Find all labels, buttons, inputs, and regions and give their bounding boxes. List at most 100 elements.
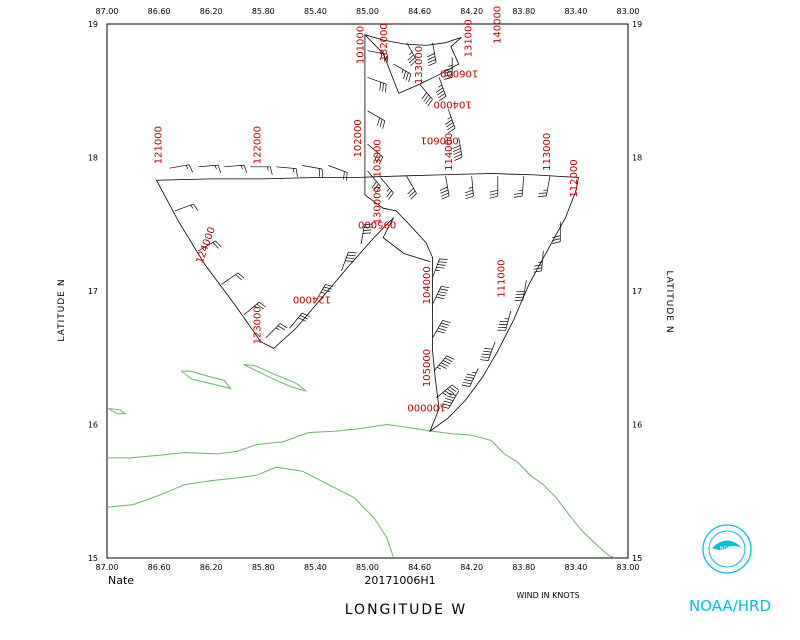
lon-tick-bottom: 83.00 — [617, 563, 640, 572]
noaa-logo-text: NOAA — [720, 546, 735, 552]
y-axis-title-left: LATITUDE N — [57, 278, 67, 341]
wind-barb — [538, 176, 551, 197]
wind-barb — [533, 250, 544, 273]
wind-barb — [302, 165, 324, 178]
wind-barb — [198, 240, 222, 252]
wind-barb — [367, 110, 386, 129]
wind-barb — [433, 355, 455, 372]
lon-tick-bottom: 83.80 — [512, 563, 535, 572]
time-label: 113000 — [542, 133, 553, 171]
lat-tick-right: 19 — [632, 20, 642, 29]
wind-barb — [406, 42, 417, 66]
inland-border — [106, 466, 395, 559]
time-label: 133000 — [414, 46, 425, 84]
lon-tick-bottom: 86.60 — [148, 563, 171, 572]
lon-tick-top: 83.80 — [512, 7, 535, 16]
time-label: 114000 — [444, 133, 455, 171]
island — [243, 363, 307, 392]
wind-barb — [367, 50, 389, 63]
wind-barb — [444, 57, 453, 80]
lon-tick-top: 85.40 — [304, 7, 327, 16]
island — [108, 408, 127, 415]
y-axis-title-right: LATITUDE N — [664, 270, 674, 333]
lon-tick-bottom: 85.40 — [304, 563, 327, 572]
wind-barb — [445, 109, 456, 134]
wind-barb — [552, 221, 561, 244]
wind-barb — [435, 77, 447, 102]
lon-tick-top: 85.00 — [356, 7, 379, 16]
lat-tick-right: 16 — [632, 421, 642, 430]
time-label: 130000 — [373, 186, 384, 224]
lon-tick-bottom: 85.80 — [252, 563, 275, 572]
time-label: 104000 — [422, 266, 433, 304]
time-label: 112000 — [569, 159, 580, 197]
wind-barb — [169, 164, 193, 173]
time-label: 124000 — [195, 226, 218, 266]
lat-tick-left: 15 — [88, 554, 98, 563]
lon-tick-top: 84.20 — [460, 7, 483, 16]
time-label: 121000 — [154, 126, 165, 164]
time-label: 103000 — [373, 139, 384, 177]
wind-barb — [341, 251, 357, 272]
wind-barb — [380, 177, 394, 200]
time-label: 123000 — [253, 306, 264, 344]
wind-barb — [439, 176, 450, 200]
wind-barb-layer — [169, 42, 561, 409]
wind-barb — [426, 42, 437, 67]
time-label: 101000 — [356, 26, 367, 64]
lat-tick-left: 19 — [88, 20, 98, 29]
time-label: 132000 — [379, 23, 390, 61]
agency-label: NOAA/HRD — [689, 597, 771, 615]
time-label: 122000 — [253, 126, 264, 164]
wind-barb — [328, 165, 348, 181]
lon-tick-bottom: 84.20 — [460, 563, 483, 572]
lon-tick-bottom: 85.00 — [356, 563, 379, 572]
wind-barb — [367, 143, 384, 165]
wind-barb — [452, 137, 463, 161]
wind-barb — [436, 384, 459, 399]
wind-barb — [224, 164, 248, 174]
flight-track — [155, 33, 579, 433]
lon-tick-bottom: 84.60 — [408, 563, 431, 572]
time-label: 105000 — [422, 349, 433, 387]
time-label: 102000 — [353, 119, 364, 157]
lon-tick-bottom: 87.00 — [96, 563, 119, 572]
time-label: 106000 — [440, 68, 478, 79]
lat-tick-left: 17 — [88, 287, 98, 296]
time-label-layer: 121000 122000 124000 123000 124000 101000 1020… — [154, 6, 581, 413]
wind-barb — [289, 312, 310, 329]
time-label: 124000 — [293, 293, 331, 304]
lon-tick-top: 85.80 — [252, 7, 275, 16]
wind-barb — [250, 166, 273, 175]
wind-barb — [174, 203, 199, 212]
time-label: 000601 — [421, 135, 459, 146]
lon-tick-top: 83.00 — [617, 7, 640, 16]
wind-barb — [480, 341, 496, 361]
time-label: 100000 — [407, 402, 445, 413]
lon-tick-top: 86.60 — [148, 7, 171, 16]
lon-tick-top: 86.20 — [200, 7, 223, 16]
wind-barb — [432, 285, 450, 305]
wind-barb — [198, 164, 222, 174]
wind-barb — [432, 258, 448, 278]
wind-barb — [367, 77, 387, 93]
noaa-logo: NOAA — [702, 524, 752, 574]
wind-barb — [406, 176, 417, 200]
wind-barb — [489, 176, 499, 199]
lon-tick-top: 83.40 — [564, 7, 587, 16]
wind-barb — [393, 63, 412, 83]
wind-barb — [243, 301, 267, 316]
wind-barb — [315, 284, 334, 302]
wind-barb — [497, 310, 512, 331]
wind-barb — [276, 166, 298, 177]
lon-tick-top: 87.00 — [96, 7, 119, 16]
flight-track-layer — [155, 33, 579, 433]
lon-tick-bottom: 86.20 — [200, 563, 223, 572]
wind-barb — [265, 323, 288, 338]
time-label: 140000 — [492, 6, 503, 44]
wind-barb — [419, 83, 433, 107]
storm-name: Nate — [108, 574, 134, 587]
wind-barb — [464, 176, 474, 200]
wind-barb — [513, 176, 525, 198]
